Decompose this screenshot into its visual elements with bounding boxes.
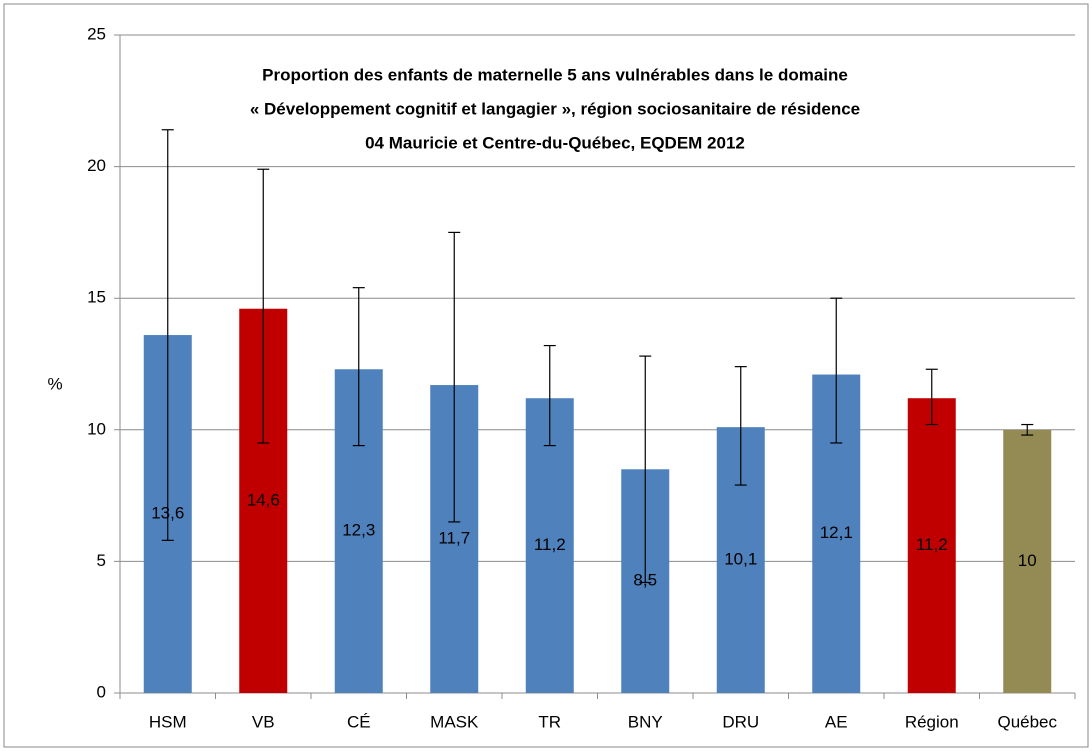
- x-tick-label: DRU: [722, 712, 759, 731]
- bar: [1003, 429, 1052, 693]
- value-label: 11,2: [534, 535, 566, 554]
- x-tick-label: Région: [905, 712, 959, 731]
- x-tick-label: HSM: [149, 712, 187, 731]
- value-label: 10: [1018, 551, 1037, 570]
- error-bar: [448, 231, 461, 523]
- value-label: 12,1: [820, 523, 853, 542]
- error-bar: [734, 366, 747, 486]
- value-label: 10,1: [724, 550, 757, 569]
- error-bar: [639, 355, 652, 584]
- chart-title: « Développement cognitif et langagier »,…: [250, 99, 860, 118]
- error-bar: [543, 344, 556, 447]
- x-tick-label: CÉ: [347, 712, 371, 731]
- error-bar: [1021, 423, 1034, 436]
- y-tick-label: 10: [87, 419, 106, 438]
- x-tick-label: VB: [252, 712, 275, 731]
- x-tick-label: BNY: [628, 712, 663, 731]
- error-bar: [830, 297, 843, 444]
- error-bar: [161, 129, 174, 541]
- y-axis-label: %: [47, 374, 62, 393]
- y-tick-label: 15: [87, 288, 106, 307]
- x-tick-label: TR: [538, 712, 561, 731]
- y-tick-label: 5: [97, 551, 106, 570]
- value-label: 14,6: [247, 490, 280, 509]
- bar: [525, 398, 574, 693]
- x-tick-label: MASK: [430, 712, 479, 731]
- y-tick-label: 20: [87, 156, 106, 175]
- error-bar: [257, 168, 270, 444]
- error-bar: [925, 368, 938, 426]
- error-bar: [352, 287, 365, 447]
- value-label: 12,3: [342, 521, 375, 540]
- x-tick-label: AE: [825, 712, 848, 731]
- y-tick-label: 25: [87, 24, 106, 43]
- value-label: 11,2: [916, 535, 948, 554]
- value-label: 11,7: [438, 529, 470, 548]
- y-tick-label: 0: [97, 682, 106, 701]
- chart-title: Proportion des enfants de maternelle 5 a…: [262, 65, 848, 84]
- bar: [907, 398, 956, 693]
- chart-title: 04 Mauricie et Centre-du-Québec, EQDEM 2…: [365, 133, 745, 152]
- x-tick-label: Québec: [997, 712, 1057, 731]
